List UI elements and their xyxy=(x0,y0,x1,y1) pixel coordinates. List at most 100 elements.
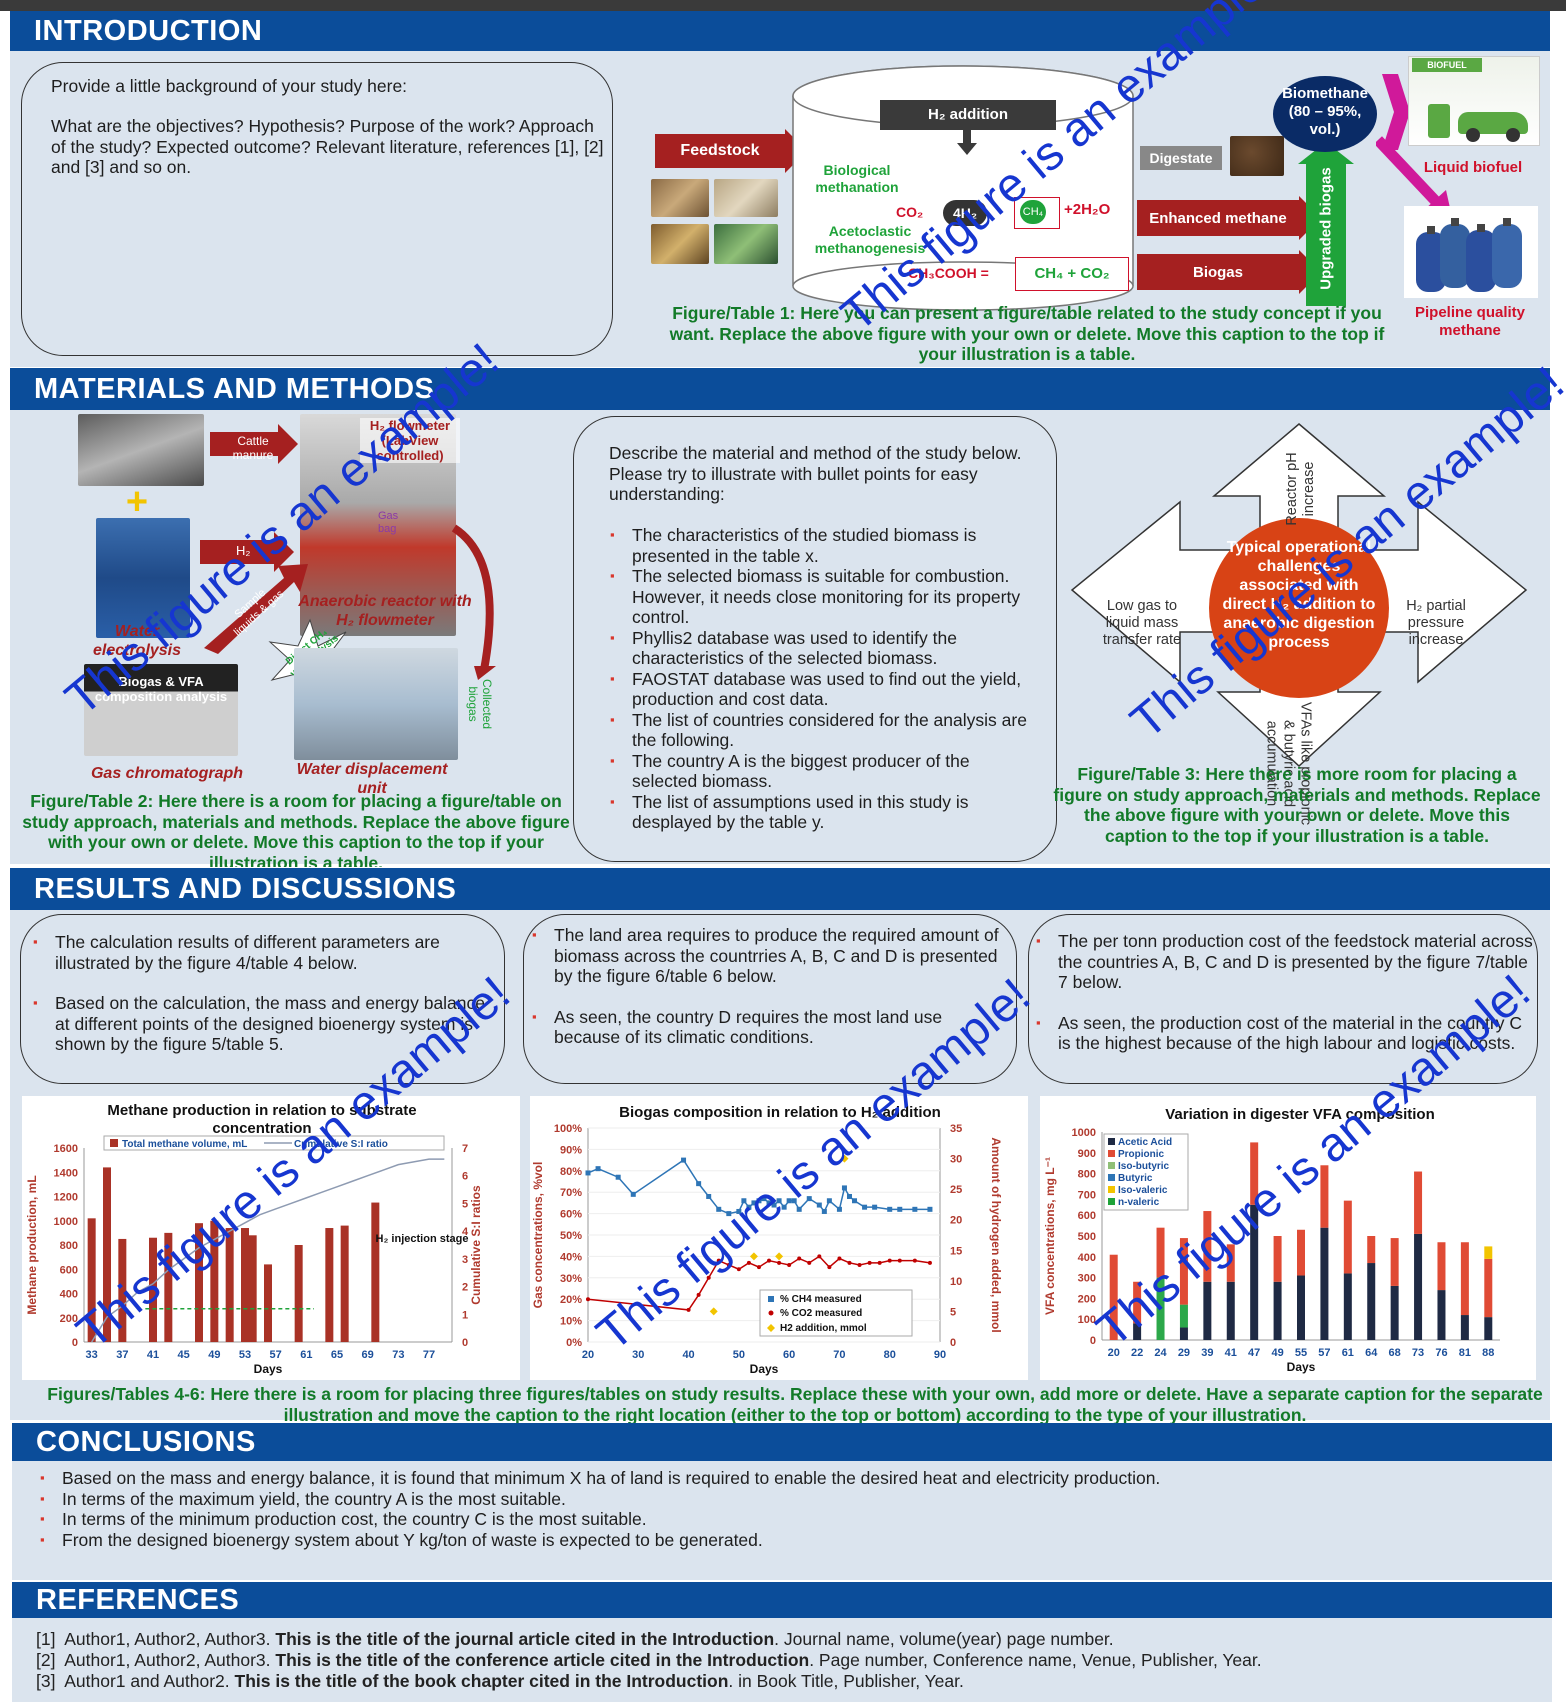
chart2-co2-point xyxy=(827,1265,832,1270)
feedstock-photo-2 xyxy=(714,179,778,217)
chart3-bar-propionic xyxy=(1226,1244,1235,1282)
cattle-manure-arrow xyxy=(210,432,278,456)
pipeline-quality-label: Pipeline quality methane xyxy=(1414,304,1526,339)
methods-bullet: The list of assumptions used in this stu… xyxy=(610,792,1030,833)
chart2-co2-point xyxy=(887,1258,892,1263)
chart3-x-tick: 29 xyxy=(1178,1347,1190,1359)
water-electrolysis-label: Water electrolysis xyxy=(92,623,182,659)
chart2-ch4-point xyxy=(630,1191,636,1197)
chart2-x-tick: 20 xyxy=(582,1349,594,1361)
chart2-xlabel: Days xyxy=(750,1362,779,1376)
chart1-y-tick: 800 xyxy=(60,1240,78,1252)
chart1-y-tick: 1000 xyxy=(54,1216,78,1228)
chart2-co2-point xyxy=(817,1254,822,1259)
cattle-manure-label: Cattle manure xyxy=(232,434,274,462)
chart3-bar-isovaleric xyxy=(1484,1246,1493,1259)
chart2-ch4-point xyxy=(585,1170,591,1176)
upgraded-biogas-bar xyxy=(1306,162,1346,306)
chart2-y2-tick: 25 xyxy=(950,1184,962,1196)
chart3-bar-acetic xyxy=(1437,1290,1446,1340)
water-displacement-label: Water displacement unit xyxy=(296,761,448,797)
chart2-legend-swatch xyxy=(767,1324,775,1332)
eq-co2: CO₂ xyxy=(896,204,924,220)
chart2-y-tick: 10% xyxy=(560,1316,582,1328)
challenge-top: Reactor pH increase xyxy=(1284,452,1317,526)
chart2-ch4-point xyxy=(927,1206,933,1212)
chart3-legend-item: Acetic Acid xyxy=(1118,1137,1172,1148)
chart2-ch4-point xyxy=(887,1206,893,1212)
chart3-x-tick: 39 xyxy=(1201,1347,1213,1359)
chart2-co2-point xyxy=(807,1260,812,1265)
car-wheel-icon-2 xyxy=(1506,128,1520,142)
h2-flowmeter-label: H₂ flowmeter (LabView controlled) xyxy=(360,418,460,463)
results-box-1-list: The calculation results of different par… xyxy=(33,932,495,1055)
chart3-bar-propionic xyxy=(1133,1281,1142,1324)
chart3-x-tick: 64 xyxy=(1365,1347,1378,1359)
conclusion-item: In terms of the maximum yield, the count… xyxy=(40,1489,1530,1510)
figure-2-caption: Figure/Table 2: Here there is a room for… xyxy=(22,791,570,867)
chart1-bar xyxy=(371,1202,380,1342)
chart2-ch4-point xyxy=(836,1206,842,1212)
chart1-y2-tick: 7 xyxy=(462,1143,468,1155)
chart2-co2-point xyxy=(927,1260,932,1265)
chart1-bar xyxy=(149,1237,157,1342)
chart3-bar-propionic xyxy=(1156,1227,1165,1278)
methods-header: MATERIALS AND METHODS xyxy=(10,368,1550,410)
chart3-bar-acetic xyxy=(1297,1275,1305,1340)
chart2-co2-point xyxy=(797,1256,802,1261)
chart2-legend-item: % CO2 measured xyxy=(780,1308,862,1319)
methods-bullet: The list of countries considered for the… xyxy=(610,710,1030,751)
chart1-annotation: H₂ injection stage xyxy=(376,1233,469,1245)
chart3-legend-item: Iso-valeric xyxy=(1118,1185,1168,1196)
chart1-bar xyxy=(118,1238,127,1342)
chart3-bar-propionic xyxy=(1343,1200,1352,1274)
chart3-y-tick: 500 xyxy=(1078,1231,1096,1243)
chart3-x-tick: 57 xyxy=(1318,1347,1330,1359)
chart3-legend-swatch xyxy=(1108,1138,1115,1145)
chart2-ch4-point xyxy=(761,1196,767,1202)
chart2-legend-item: H2 addition, mmol xyxy=(780,1323,867,1334)
methods-bullet-list: The characteristics of the studied bioma… xyxy=(610,525,1030,833)
chart1-y-tick: 200 xyxy=(60,1313,78,1325)
chart2-legend-box xyxy=(759,1289,913,1337)
chart2-x-tick: 90 xyxy=(934,1349,946,1361)
chart3-bar-propionic xyxy=(1273,1236,1282,1282)
chart-biogas-composition: Biogas composition in relation to H₂ add… xyxy=(530,1096,1028,1380)
eq-ch4: CH₄ xyxy=(1020,200,1046,224)
chart2-ch4-point xyxy=(796,1206,802,1212)
chart2-y-tick: 70% xyxy=(560,1187,582,1199)
chart3-legend-swatch xyxy=(1108,1174,1115,1181)
chart1-bar xyxy=(87,1218,96,1342)
chart1-x-tick: 61 xyxy=(300,1349,312,1361)
chart2-ch4-point xyxy=(771,1202,777,1208)
chart1-y-tick: 1400 xyxy=(54,1167,78,1179)
chart1-bar xyxy=(264,1264,272,1342)
conclusions-list: Based on the mass and energy balance, it… xyxy=(40,1468,1530,1550)
biofuel-sign: BIOFUEL xyxy=(1412,58,1482,72)
chart1-ratio-line xyxy=(91,1158,445,1343)
chart2-ch4-point xyxy=(696,1181,702,1187)
chart1-y2-tick: 0 xyxy=(462,1337,468,1349)
bio-methanation-label: Biological methanation xyxy=(815,162,899,195)
chart3-bar-acetic xyxy=(1320,1227,1329,1340)
chart3-bar-propionic xyxy=(1203,1211,1212,1282)
chart3-bar-propionic xyxy=(1437,1242,1446,1291)
chart3-y-tick: 700 xyxy=(1078,1189,1096,1201)
chart1-bar xyxy=(241,1228,249,1342)
eq-2h2o: +2H₂O xyxy=(1064,201,1111,218)
liquid-biofuel-label: Liquid biofuel xyxy=(1423,159,1523,176)
chart3-bar-propionic xyxy=(1367,1236,1376,1264)
results-box-3-list: The per tonn production cost of the feed… xyxy=(1036,931,1534,1054)
chart2-co2-point xyxy=(847,1260,852,1265)
chart1-legend-item: Cumulative S:I ratio xyxy=(294,1139,388,1150)
chart3-x-tick: 20 xyxy=(1108,1347,1120,1359)
chart3-bar-acetic xyxy=(1343,1273,1352,1340)
chart1-bar xyxy=(340,1225,349,1342)
chart3-bar-acetic xyxy=(1226,1281,1235,1340)
chart2-ch4-point xyxy=(746,1204,752,1210)
eq-4h2: 4H₂ xyxy=(943,200,987,226)
references-list: [1] Author1, Author2, Author3. This is t… xyxy=(36,1629,1536,1692)
chart3-bar-propionic xyxy=(1414,1171,1423,1234)
feedstock-photo-3 xyxy=(651,224,709,264)
chart2-y-tick: 60% xyxy=(560,1209,582,1221)
